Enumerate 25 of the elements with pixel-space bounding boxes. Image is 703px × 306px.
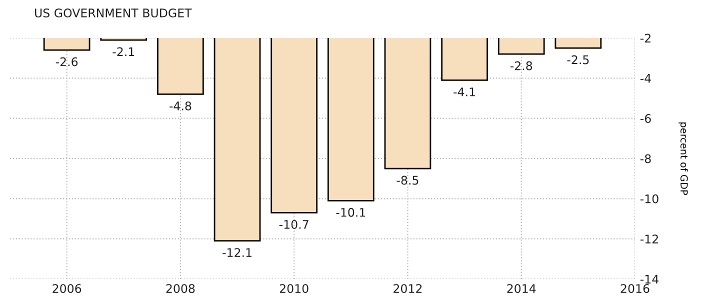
y-tick-label: -6 (640, 114, 651, 123)
x-tick-label: 2010 (280, 284, 308, 293)
data-label: -12.1 (222, 248, 252, 257)
y-tick-label: -14 (640, 274, 658, 284)
data-label: -2.5 (567, 55, 589, 64)
y-tick-label: -10 (640, 194, 658, 204)
y-tick-label: -12 (640, 234, 658, 244)
y-axis-title: percent of GDP (678, 122, 688, 195)
data-label: -2.8 (510, 61, 532, 70)
data-label: -2.6 (56, 57, 78, 66)
y-tick-label: -4 (640, 74, 651, 83)
data-label: -4.1 (454, 88, 475, 96)
data-label: -10.7 (279, 220, 308, 229)
chart-title: US GOVERNMENT BUDGET (35, 8, 192, 18)
y-tick-label: -8 (640, 154, 651, 164)
x-tick-label: 2012 (394, 284, 422, 293)
data-label: -8.5 (396, 176, 418, 185)
x-tick-label: 2014 (507, 284, 536, 293)
x-tick-label: 2016 (620, 284, 650, 293)
data-label: -2.1 (112, 47, 134, 56)
x-tick-label: 2008 (166, 284, 195, 293)
y-tick-label: -2 (640, 34, 650, 42)
x-tick-label: 2006 (52, 284, 82, 293)
data-label: -10.1 (336, 208, 366, 217)
data-label: -4.8 (170, 101, 192, 110)
